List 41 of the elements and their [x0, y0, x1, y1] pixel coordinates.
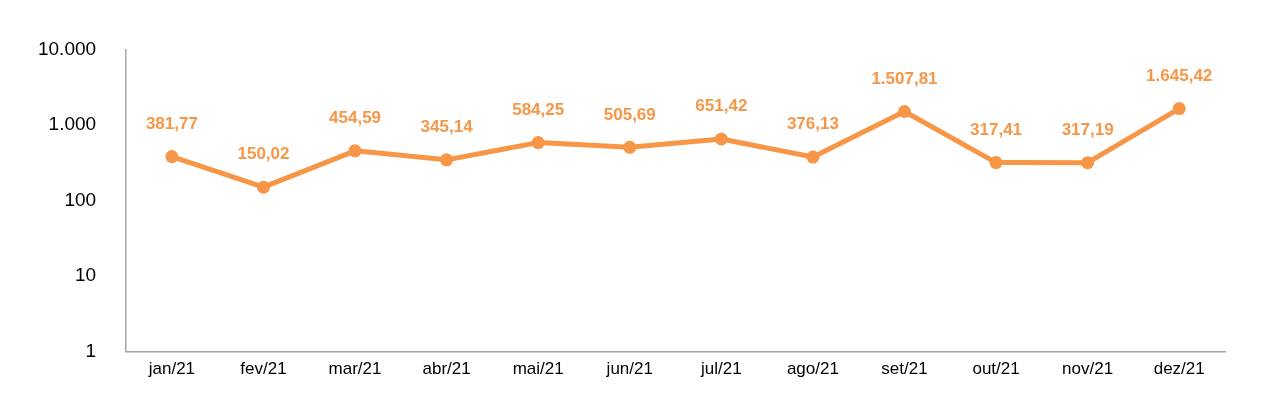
- data-label: 317,19: [1061, 119, 1114, 139]
- data-label: 505,69: [603, 104, 656, 124]
- x-tick-label: mai/21: [512, 359, 564, 379]
- point: [897, 104, 911, 118]
- y-tick-label: 1: [85, 339, 97, 361]
- data-label: 317,41: [970, 119, 1023, 139]
- y-tick-label: 1.000: [48, 113, 97, 135]
- x-tick-label: jan/21: [147, 359, 196, 379]
- point: [1081, 156, 1095, 170]
- x-tick-label: jul/21: [700, 359, 742, 379]
- x-tick-label: set/21: [881, 359, 928, 379]
- data-label: 651,42: [695, 96, 748, 116]
- x-tick-label: nov/21: [1062, 359, 1114, 379]
- point: [256, 180, 270, 194]
- point: [440, 153, 454, 167]
- y-tick-label: 100: [64, 188, 97, 210]
- y-tick-label: 10: [74, 264, 97, 286]
- point: [989, 156, 1003, 170]
- data-label: 381,77: [145, 113, 198, 133]
- x-tick-label: mar/21: [328, 359, 382, 379]
- x-tick-label: dez/21: [1153, 359, 1205, 379]
- x-tick-label: fev/21: [240, 359, 287, 379]
- x-tick-label: jun/21: [605, 359, 653, 379]
- point: [714, 132, 728, 146]
- data-label: 376,13: [786, 114, 839, 134]
- data-label: 150,02: [237, 144, 290, 164]
- data-label: 454,59: [329, 108, 382, 127]
- point: [806, 150, 820, 164]
- point: [531, 136, 545, 150]
- point: [348, 144, 362, 158]
- data-label: 1.645,42: [1146, 65, 1213, 85]
- data-label: 345,14: [420, 117, 474, 137]
- data-label: 1.507,81: [871, 68, 938, 88]
- y-tick-label: 10.000: [37, 37, 97, 59]
- x-tick-label: out/21: [972, 359, 1020, 379]
- point: [165, 150, 179, 164]
- data-label: 584,25: [512, 99, 565, 119]
- x-tick-label: abr/21: [422, 359, 471, 379]
- x-tick-label: ago/21: [786, 359, 839, 379]
- point: [1172, 102, 1186, 116]
- point: [623, 140, 637, 154]
